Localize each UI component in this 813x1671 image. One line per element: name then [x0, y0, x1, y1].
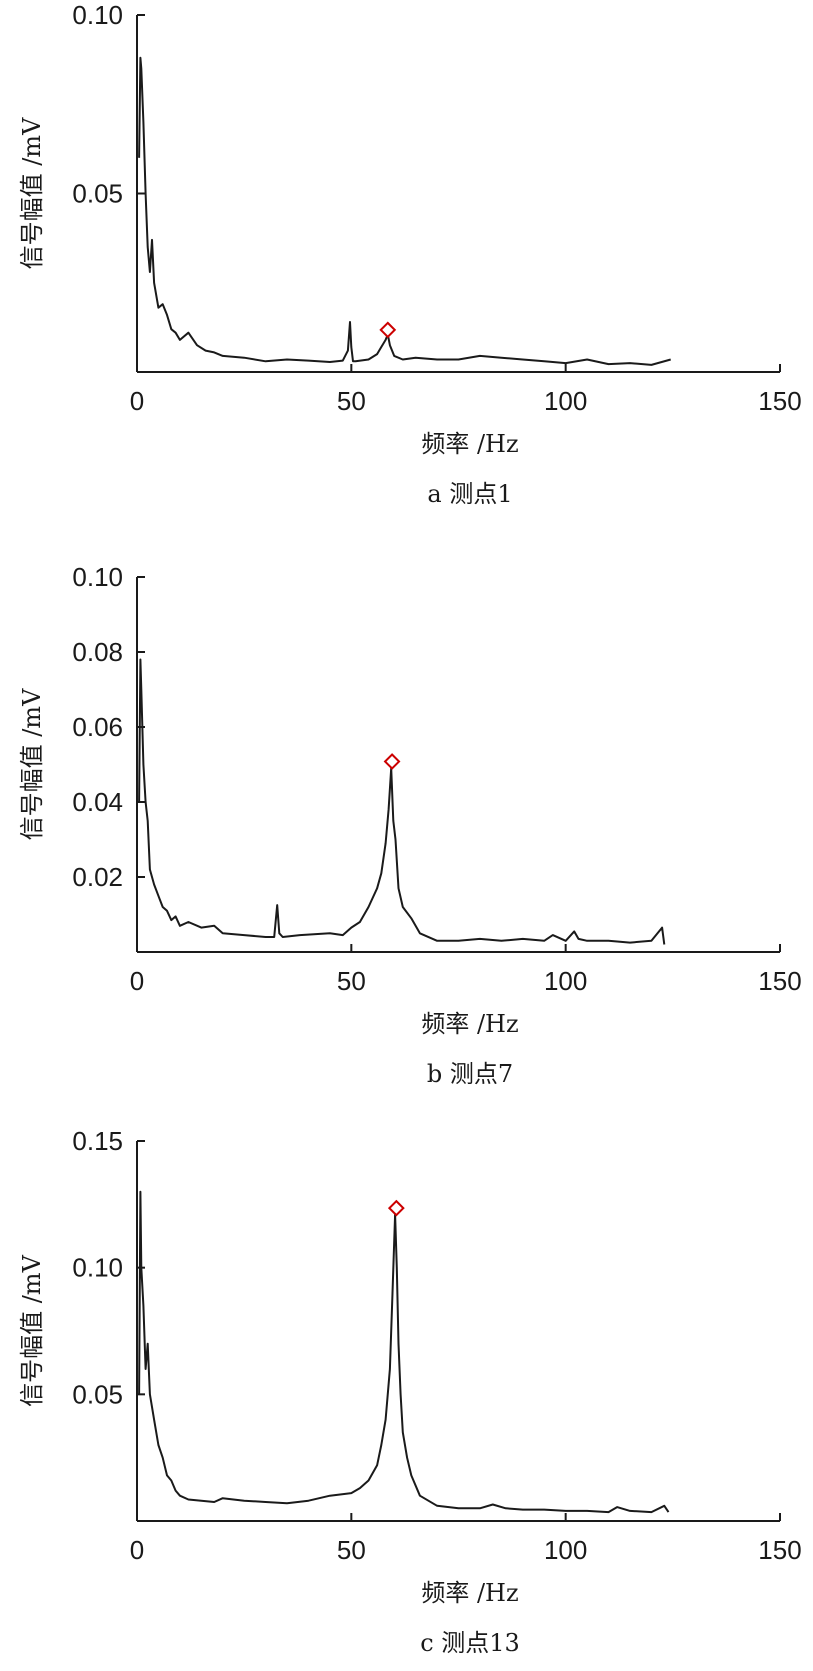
chart-1-ytick-label: 0.05 — [72, 179, 123, 209]
chart-3-ytick-label: 0.10 — [72, 1253, 123, 1283]
chart-2-caption: b 测点7 — [427, 1060, 513, 1088]
chart-2-xlabel: 频率 /Hz — [421, 1010, 518, 1038]
chart-3-xtick-label: 100 — [544, 1535, 587, 1565]
chart-1-ylabel: 信号幅值 /mV — [18, 117, 46, 269]
chart-2-ytick-label: 0.02 — [72, 862, 123, 892]
chart-3-ylabel: 信号幅值 /mV — [18, 1254, 46, 1406]
chart-1-xtick-label: 0 — [130, 386, 144, 416]
chart-2-xtick-label: 50 — [337, 966, 366, 996]
chart-3-ytick-label: 0.05 — [72, 1379, 123, 1409]
chart-3-series-line — [138, 1190, 670, 1514]
chart-3-xlabel: 频率 /Hz — [421, 1579, 518, 1607]
chart-2-series-line — [138, 658, 666, 945]
chart-1-xtick-label: 100 — [544, 386, 587, 416]
chart-2-ytick-label: 0.04 — [72, 787, 123, 817]
chart-3-xtick-label: 0 — [130, 1535, 144, 1565]
chart-3-caption: c 测点13 — [420, 1629, 520, 1657]
chart-1-xlabel: 频率 /Hz — [421, 430, 518, 458]
chart-1-xtick-label: 150 — [758, 386, 801, 416]
chart-1-ytick-label: 0.10 — [72, 0, 123, 30]
chart-2-ytick-label: 0.06 — [72, 712, 123, 742]
chart-2-xtick-label: 0 — [130, 966, 144, 996]
chart-2-peak-marker — [383, 753, 401, 770]
chart-3-xtick-label: 150 — [758, 1535, 801, 1565]
chart-2-xtick-label: 150 — [758, 966, 801, 996]
chart-1-xtick-label: 50 — [337, 386, 366, 416]
chart-1-peak-marker — [379, 321, 397, 339]
chart-1-caption: a 测点1 — [427, 480, 512, 508]
chart-1-series-line — [138, 56, 671, 366]
chart-2-ytick-label: 0.10 — [72, 562, 123, 592]
chart-2-xtick-label: 100 — [544, 966, 587, 996]
chart-3-xtick-label: 50 — [337, 1535, 366, 1565]
chart-3-peak-marker — [387, 1199, 405, 1217]
chart-2-ylabel: 信号幅值 /mV — [18, 688, 46, 840]
chart-2-ytick-label: 0.08 — [72, 637, 123, 667]
chart-3-ytick-label: 0.15 — [72, 1126, 123, 1156]
